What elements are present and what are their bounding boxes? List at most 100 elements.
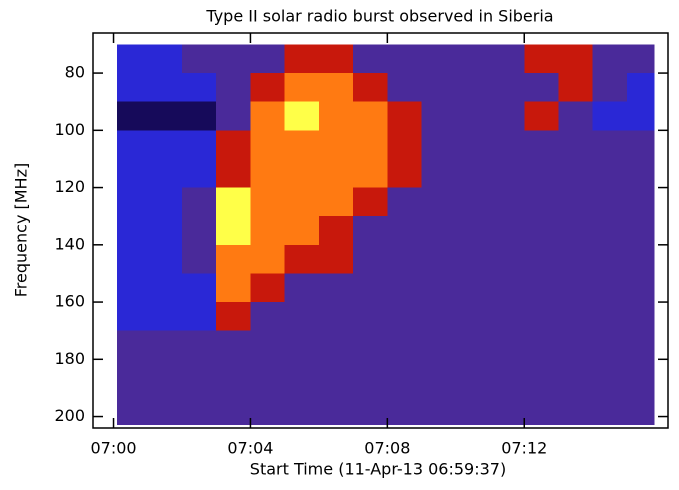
spectrogram-cell: [455, 158, 491, 188]
spectrogram-cell: [592, 73, 627, 102]
spectrogram-cell: [387, 244, 422, 274]
y-tick-label: 100: [54, 120, 85, 139]
spectrogram-cell: [558, 302, 593, 331]
spectrogram-cell: [353, 158, 388, 188]
spectrogram-cell: [216, 273, 251, 303]
spectrogram-cell: [181, 244, 217, 274]
spectrogram-cell: [626, 244, 655, 274]
spectrogram-cell: [318, 101, 354, 131]
spectrogram-cell: [455, 73, 491, 102]
spectrogram-cell: [181, 130, 217, 159]
spectrogram-cell: [592, 416, 627, 426]
spectrogram-cell: [318, 158, 354, 188]
spectrogram-cell: [216, 359, 251, 388]
spectrogram-cell: [250, 416, 285, 426]
spectrogram-cell: [490, 387, 525, 417]
spectrogram-cell: [524, 416, 559, 426]
spectrogram-cell: [558, 359, 593, 388]
spectrogram-cell: [592, 302, 627, 331]
spectrogram-cell: [353, 73, 388, 102]
spectrogram-cell: [558, 273, 593, 303]
spectrogram-cell: [524, 387, 559, 417]
spectrogram-cell: [250, 130, 285, 159]
spectrogram-cell: [116, 387, 148, 417]
spectrogram-cell: [592, 158, 627, 188]
spectrogram-cell: [116, 330, 148, 360]
y-tick-label: 120: [54, 177, 85, 196]
spectrogram-cell: [524, 101, 559, 131]
spectrogram-cell: [284, 244, 319, 274]
spectrogram-cell: [181, 187, 217, 217]
spectrogram-cell: [250, 73, 285, 102]
spectrogram-cell: [147, 130, 182, 159]
spectrogram-cell: [216, 101, 251, 131]
spectrogram-cell: [216, 216, 251, 245]
spectrogram-cell: [421, 101, 456, 131]
spectrogram-cell: [421, 330, 456, 360]
spectrogram-cell: [318, 416, 354, 426]
spectrogram-cell: [524, 44, 559, 74]
spectrogram-cell: [592, 187, 627, 217]
spectrogram-cell: [558, 130, 593, 159]
spectrogram-cell: [353, 416, 388, 426]
spectrogram-cell: [216, 130, 251, 159]
spectrogram-cell: [181, 273, 217, 303]
spectrogram-cell: [250, 387, 285, 417]
spectrogram-cell: [181, 359, 217, 388]
spectrogram-cell: [353, 244, 388, 274]
spectrogram-cell: [250, 302, 285, 331]
spectrogram-cell: [147, 244, 182, 274]
spectrogram-cell: [116, 216, 148, 245]
spectrogram-cell: [490, 302, 525, 331]
spectrogram-cell: [421, 244, 456, 274]
spectrogram-cell: [387, 359, 422, 388]
spectrogram-cell: [147, 330, 182, 360]
spectrogram-cell: [524, 73, 559, 102]
spectrogram-cell: [284, 73, 319, 102]
spectrogram-cell: [284, 359, 319, 388]
spectrogram-cell: [490, 330, 525, 360]
spectrogram-cell: [250, 187, 285, 217]
spectrogram-cell: [116, 302, 148, 331]
y-axis-label: Frequency [MHz]: [12, 163, 31, 297]
spectrogram-cell: [353, 44, 388, 74]
spectrogram-cell: [181, 101, 217, 131]
spectrogram-cell: [216, 158, 251, 188]
spectrogram-cell: [558, 216, 593, 245]
spectrogram-cell: [116, 244, 148, 274]
spectrogram-cell: [318, 302, 354, 331]
spectrogram-cell: [455, 359, 491, 388]
spectrogram-cell: [284, 330, 319, 360]
spectrogram-cell: [318, 216, 354, 245]
spectrogram-cell: [558, 244, 593, 274]
spectrogram-cell: [421, 130, 456, 159]
spectrogram-cell: [387, 101, 422, 131]
spectrogram-cell: [250, 101, 285, 131]
spectrogram-cell: [626, 302, 655, 331]
spectrogram-cell: [250, 330, 285, 360]
spectrogram-cell: [524, 359, 559, 388]
spectrogram-cell: [490, 273, 525, 303]
spectrogram-cell: [490, 73, 525, 102]
y-tick-label: 80: [65, 63, 85, 82]
spectrogram-cell: [387, 187, 422, 217]
spectrogram-cell: [181, 330, 217, 360]
spectrogram-cell: [490, 416, 525, 426]
spectrogram-cell: [387, 302, 422, 331]
spectrogram-cell: [455, 387, 491, 417]
spectrogram-cell: [250, 273, 285, 303]
spectrogram-cell: [490, 130, 525, 159]
spectrogram-cell: [147, 158, 182, 188]
spectrogram-cell: [558, 101, 593, 131]
spectrogram-cell: [216, 416, 251, 426]
spectrogram-cell: [592, 216, 627, 245]
spectrogram-cell: [421, 44, 456, 74]
spectrogram-cell: [147, 187, 182, 217]
spectrogram-cell: [318, 387, 354, 417]
spectrogram-cell: [592, 330, 627, 360]
spectrogram-cell: [524, 130, 559, 159]
spectrogram-cell: [421, 273, 456, 303]
spectrogram-cell: [181, 158, 217, 188]
spectrogram-cell: [455, 187, 491, 217]
spectrogram-cell: [421, 302, 456, 331]
